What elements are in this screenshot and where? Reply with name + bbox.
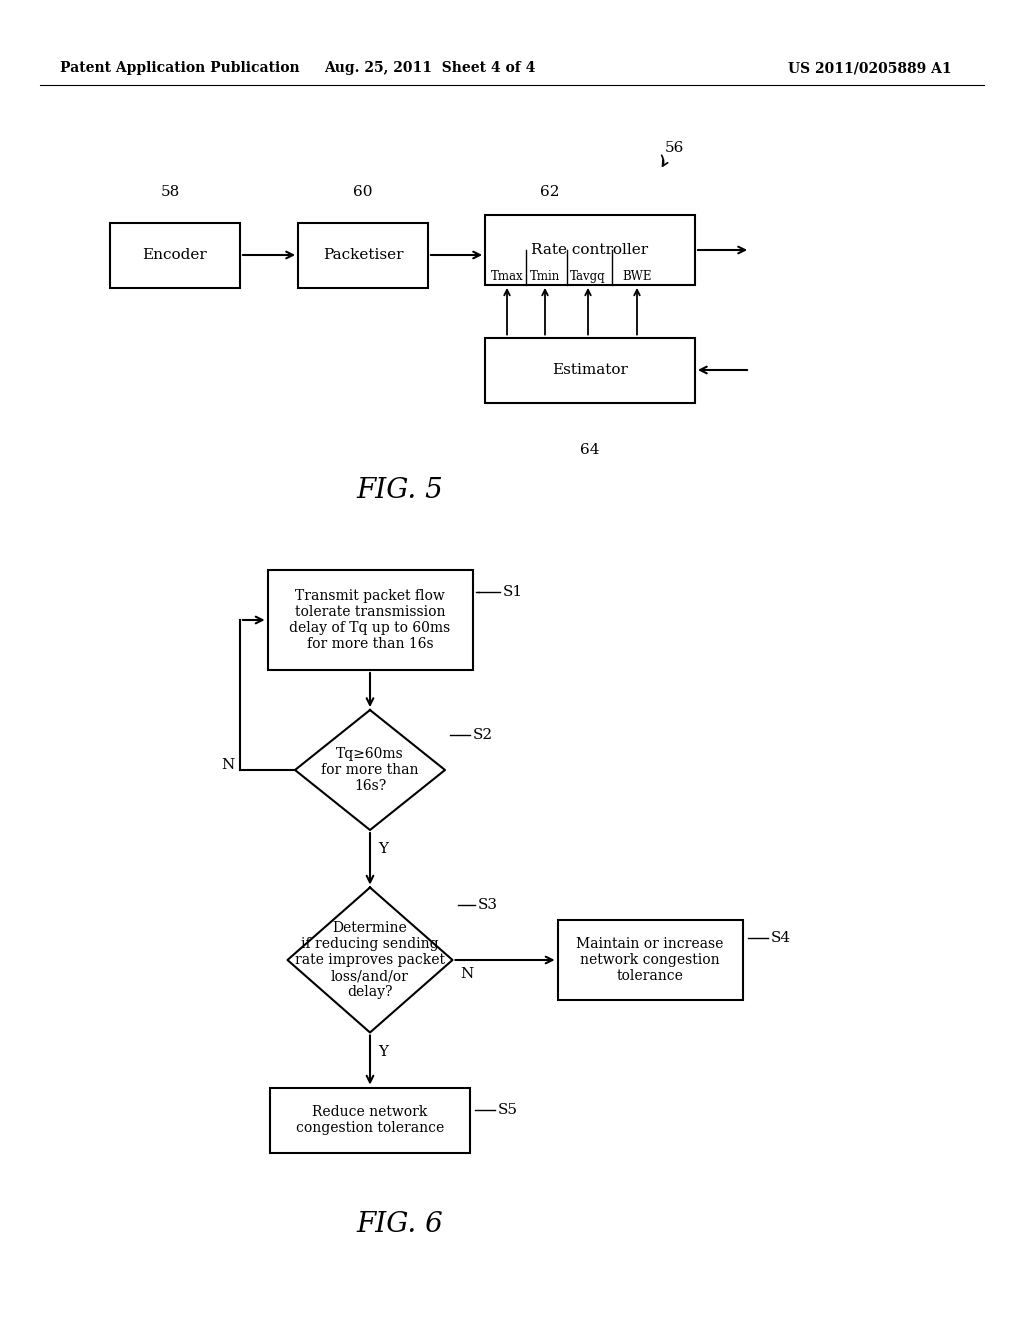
Text: S3: S3 (477, 898, 498, 912)
Text: Tmin: Tmin (529, 271, 560, 282)
Text: US 2011/0205889 A1: US 2011/0205889 A1 (788, 61, 952, 75)
Text: Y: Y (378, 842, 388, 855)
Text: Patent Application Publication: Patent Application Publication (60, 61, 300, 75)
Text: Tq≥60ms
for more than
16s?: Tq≥60ms for more than 16s? (322, 747, 419, 793)
Text: N: N (222, 758, 234, 772)
Text: 58: 58 (161, 185, 179, 199)
Text: 60: 60 (353, 185, 373, 199)
Bar (485, 215, 695, 285)
Polygon shape (295, 710, 445, 830)
Text: BWE: BWE (623, 271, 651, 282)
Polygon shape (288, 887, 453, 1032)
Text: Rate controller: Rate controller (531, 243, 648, 257)
Bar (557, 920, 742, 1001)
Text: Tavgq: Tavgq (570, 271, 606, 282)
Text: N: N (461, 968, 474, 981)
Text: Packetiser: Packetiser (323, 248, 403, 261)
Text: Estimator: Estimator (552, 363, 628, 378)
Text: Tmax: Tmax (490, 271, 523, 282)
Text: Reduce network
congestion tolerance: Reduce network congestion tolerance (296, 1105, 444, 1135)
Text: FIG. 5: FIG. 5 (356, 477, 443, 503)
Bar (110, 223, 240, 288)
Text: Encoder: Encoder (142, 248, 208, 261)
Text: S5: S5 (498, 1104, 518, 1117)
Text: S4: S4 (770, 931, 791, 945)
Text: 56: 56 (665, 141, 684, 154)
Text: 62: 62 (541, 185, 560, 199)
Bar (485, 338, 695, 403)
Bar (270, 1088, 470, 1152)
Text: Aug. 25, 2011  Sheet 4 of 4: Aug. 25, 2011 Sheet 4 of 4 (325, 61, 536, 75)
Bar (298, 223, 428, 288)
Text: FIG. 6: FIG. 6 (356, 1212, 443, 1238)
Text: Determine
if reducing sending
rate improves packet
loss/and/or
delay?: Determine if reducing sending rate impro… (295, 920, 445, 999)
Bar (267, 570, 472, 671)
Text: Y: Y (378, 1044, 388, 1059)
Text: S1: S1 (503, 585, 522, 599)
Text: Transmit packet flow
tolerate transmission
delay of Tq up to 60ms
for more than : Transmit packet flow tolerate transmissi… (290, 589, 451, 651)
Text: Maintain or increase
network congestion
tolerance: Maintain or increase network congestion … (577, 937, 724, 983)
Text: 64: 64 (581, 444, 600, 457)
Text: S2: S2 (473, 729, 494, 742)
